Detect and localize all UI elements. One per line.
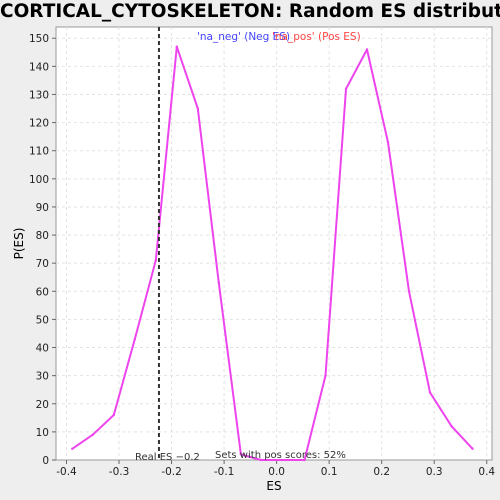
x-tick-label: -0.2 bbox=[161, 466, 182, 478]
y-tick-label: 100 bbox=[29, 174, 49, 186]
series-point bbox=[133, 337, 136, 341]
series-point bbox=[407, 290, 411, 293]
x-tick-label: 0.1 bbox=[321, 466, 338, 478]
x-axis-ticks: -0.4 -0.3 -0.2 -0.1 0.0 0.1 0.2 0.3 0.4 bbox=[56, 460, 495, 478]
series-point bbox=[450, 425, 453, 428]
pos-scores-annotation: Sets with pos scores: 52% bbox=[215, 450, 346, 461]
y-tick-label: 50 bbox=[36, 314, 49, 326]
y-tick-label: 10 bbox=[36, 427, 49, 439]
x-tick-label: 0.3 bbox=[426, 466, 443, 478]
series-point bbox=[196, 107, 200, 110]
y-tick-label: 70 bbox=[36, 258, 49, 270]
plot-area bbox=[55, 26, 493, 461]
series-point bbox=[154, 259, 158, 262]
x-axis-label: ES bbox=[266, 479, 281, 493]
series-point bbox=[217, 281, 221, 285]
y-tick-label: 150 bbox=[29, 33, 49, 45]
series-point bbox=[471, 447, 474, 450]
series-line bbox=[71, 45, 474, 461]
series-point bbox=[365, 48, 369, 51]
series-point bbox=[303, 458, 306, 462]
series-point bbox=[91, 433, 94, 436]
y-tick-label: 120 bbox=[29, 118, 49, 130]
series-point bbox=[428, 391, 432, 394]
y-tick-label: 40 bbox=[36, 343, 49, 355]
y-axis-ticks: 0 10 20 30 40 50 60 70 80 90 100 110 120 130 140 150 bbox=[29, 33, 56, 467]
legend-entry-pos: 'na_pos' (Pos ES) bbox=[272, 31, 361, 43]
y-tick-label: 20 bbox=[36, 399, 49, 411]
y-tick-label: 30 bbox=[36, 371, 49, 383]
series-point bbox=[344, 87, 348, 91]
x-tick-label: -0.3 bbox=[109, 466, 130, 478]
series-point bbox=[112, 413, 115, 417]
series-point bbox=[175, 45, 179, 48]
y-axis-label: P(ES) bbox=[12, 228, 26, 260]
y-tick-label: 110 bbox=[29, 146, 49, 158]
series-point bbox=[71, 447, 74, 450]
y-tick-label: 80 bbox=[36, 230, 49, 242]
real-es-annotation: Real ES −0.2 bbox=[135, 452, 200, 463]
x-tick-label: 0.0 bbox=[268, 466, 285, 478]
y-tick-label: 140 bbox=[29, 61, 49, 73]
chart-title: CORTICAL_CYTOSKELETON: Random ES distrib… bbox=[0, 1, 500, 22]
y-tick-label: 60 bbox=[36, 286, 49, 298]
x-tick-label: -0.1 bbox=[214, 466, 235, 478]
series-point bbox=[239, 453, 243, 456]
y-tick-label: 130 bbox=[29, 89, 49, 101]
series-point bbox=[259, 458, 263, 462]
y-tick-label: 90 bbox=[36, 202, 49, 214]
series-point bbox=[280, 458, 284, 462]
x-tick-label: 0.2 bbox=[373, 466, 390, 478]
legend-entry-neg: 'na_neg' (Neg ES) bbox=[197, 31, 290, 43]
y-tick-label: 0 bbox=[42, 455, 49, 467]
x-tick-label: 0.4 bbox=[478, 466, 495, 478]
series-point bbox=[324, 374, 327, 377]
series-point bbox=[386, 141, 390, 144]
series-layer bbox=[71, 45, 474, 462]
x-tick-label: -0.4 bbox=[56, 466, 77, 478]
